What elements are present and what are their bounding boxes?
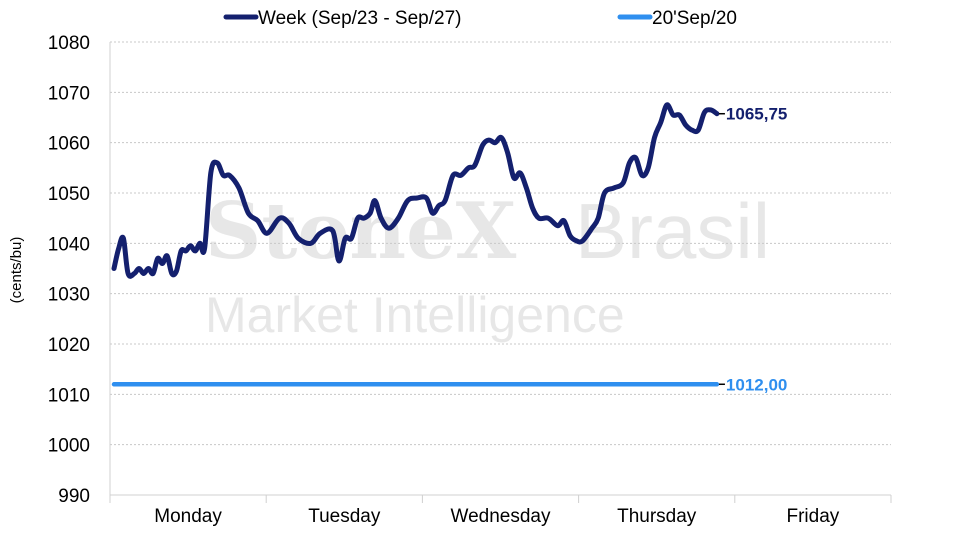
y-tick-label: 1020 [48,335,90,356]
series-lines [111,102,720,387]
y-tick-labels: 990 1000 1010 1020 1030 1040 1050 1060 1070 1080 [48,33,90,507]
x-category-label: Friday [787,506,840,527]
x-category-labels: Monday Tuesday Wednesday Thursday Friday [154,506,839,527]
y-tick-label: 990 [58,486,90,507]
y-tick-label: 1080 [48,33,90,54]
end-label-0: 1065,75 [726,105,787,124]
y-tick-label: 1010 [48,385,90,406]
legend-label-1: 20'Sep/20 [652,8,737,29]
x-category-label: Monday [154,506,222,527]
y-tick-label: 1050 [48,184,90,205]
legend-label-0: Week (Sep/23 - Sep/27) [258,8,461,29]
y-tick-label: 1070 [48,83,90,104]
y-tick-label: 1030 [48,285,90,306]
x-category-label: Wednesday [451,506,551,527]
y-tick-label: 1000 [48,436,90,457]
x-category-label: Tuesday [308,506,381,527]
series-line-0 [111,102,720,279]
watermark-text-stonex: StoneX [205,186,517,277]
legend: Week (Sep/23 - Sep/27) 20'Sep/20 [223,8,737,29]
watermark: StoneX Brasil Market Intelligence [205,186,770,343]
y-tick-label: 1060 [48,134,90,155]
x-category-label: Thursday [617,506,697,527]
end-label-1: 1012,00 [726,375,787,394]
watermark-text-brasil: Brasil [575,187,770,275]
watermark-text-market-intelligence: Market Intelligence [205,287,625,343]
y-tick-label: 1040 [48,234,90,255]
y-axis-label: (cents/bu) [8,237,25,304]
axes [109,42,892,503]
end-labels: 1065,75 1012,00 [718,105,787,394]
